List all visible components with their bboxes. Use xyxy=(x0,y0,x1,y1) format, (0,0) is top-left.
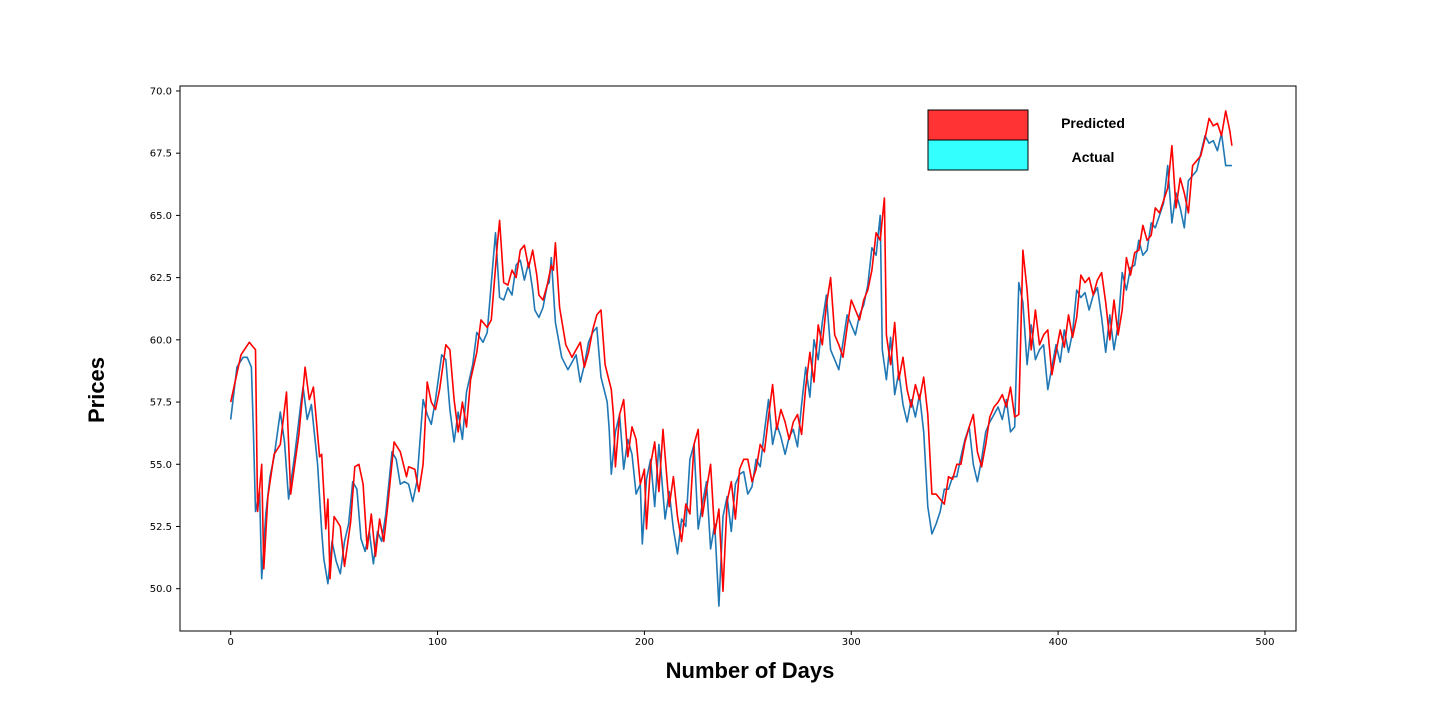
x-tick-label: 200 xyxy=(635,637,654,648)
y-tick-label: 52.5 xyxy=(150,522,172,533)
y-tick-label: 50.0 xyxy=(150,584,172,595)
x-tick-label: 0 xyxy=(227,637,233,648)
y-tick-label: 70.0 xyxy=(150,86,172,97)
y-tick-label: 67.5 xyxy=(150,149,172,160)
y-tick-label: 65.0 xyxy=(150,211,172,222)
x-tick-label: 100 xyxy=(428,637,447,648)
plot-frame xyxy=(179,85,1297,632)
x-axis-title: Number of Days xyxy=(666,658,835,683)
series-line-predicted xyxy=(229,110,1233,592)
legend: Predicted Actual xyxy=(927,109,1125,171)
series-layer xyxy=(229,110,1233,607)
legend-swatch-actual xyxy=(927,139,1029,171)
y-tick-label: 60.0 xyxy=(150,335,172,346)
y-tick-label: 57.5 xyxy=(150,398,172,409)
legend-swatch-predicted xyxy=(927,109,1029,141)
series-line-actual xyxy=(229,132,1232,607)
x-tick-label: 300 xyxy=(842,637,861,648)
legend-label-predicted: Predicted xyxy=(1061,115,1125,131)
x-tick-label: 400 xyxy=(1049,637,1068,648)
y-tick-label: 62.5 xyxy=(150,273,172,284)
ticks-layer: 0 100 200 300 400 500 50.0 52.5 55.0 57.5 60.0 62.5… xyxy=(150,86,1275,648)
x-tick-label: 500 xyxy=(1255,637,1274,648)
y-axis-title: Prices xyxy=(84,357,109,423)
y-tick-label: 55.0 xyxy=(150,460,172,471)
legend-label-actual: Actual xyxy=(1072,149,1115,165)
